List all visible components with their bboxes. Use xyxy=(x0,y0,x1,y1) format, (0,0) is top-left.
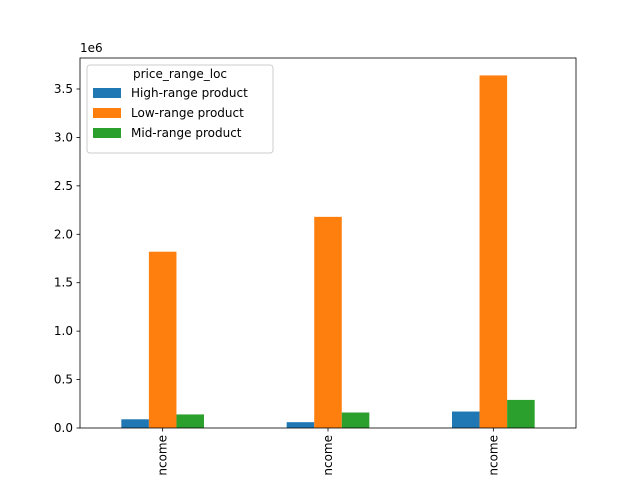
y-tick-label: 1.5 xyxy=(54,276,73,290)
y-tick-label: 0.5 xyxy=(54,373,73,387)
bar xyxy=(148,251,177,428)
x-axis: ncome ncome ncome xyxy=(156,428,500,476)
legend-swatch xyxy=(93,88,121,98)
y-tick-label: 1.0 xyxy=(54,324,73,338)
bar xyxy=(507,399,535,428)
legend-label: High-range product xyxy=(131,86,248,100)
y-tick-label: 2.5 xyxy=(54,179,73,193)
legend-swatch xyxy=(93,128,121,138)
legend-title: price_range_loc xyxy=(133,67,227,81)
plot-frame xyxy=(79,57,577,429)
x-tick-label: ncome xyxy=(321,435,335,476)
bar xyxy=(314,216,342,428)
legend-box xyxy=(86,64,274,154)
legend-label: Low-range product xyxy=(131,106,244,120)
y-tick-label: 3.5 xyxy=(54,82,73,96)
bar-series-group xyxy=(121,75,535,428)
legend: price_range_loc High-range product Low-ra… xyxy=(86,64,274,154)
bar xyxy=(176,414,204,428)
legend-swatch xyxy=(93,108,121,118)
y-tick-label: 0.0 xyxy=(54,421,73,435)
y-axis: 0.0 0.5 1.0 1.5 2.0 2.5 3.0 3.5 xyxy=(54,82,80,435)
bar xyxy=(121,419,149,428)
y-scale-label: 1e6 xyxy=(80,41,103,55)
bar xyxy=(479,75,508,428)
legend-label: Mid-range product xyxy=(131,126,242,140)
bar xyxy=(286,422,315,428)
x-tick-label: ncome xyxy=(486,435,500,476)
bar xyxy=(341,412,370,428)
bar xyxy=(452,411,480,428)
y-tick-label: 2.0 xyxy=(54,227,73,241)
y-tick-label: 3.0 xyxy=(54,130,73,144)
x-tick-label: ncome xyxy=(156,435,170,476)
